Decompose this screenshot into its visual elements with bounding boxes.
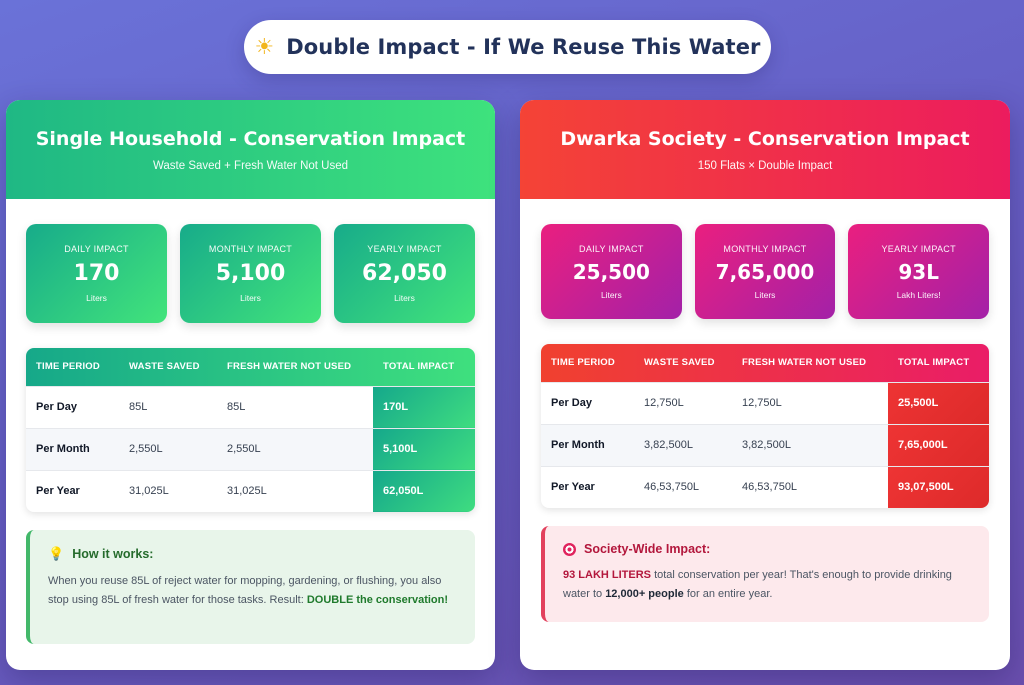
stat-value: 25,500	[572, 259, 650, 284]
cell-waste-saved: 46,53,750L	[634, 465, 732, 508]
society-impact-table: TIME PERIOD WASTE SAVED FRESH WATER NOT …	[541, 344, 989, 508]
note-title: Society-Wide Impact:	[584, 542, 711, 556]
table-row: Per Day 85L 85L 170L	[26, 385, 475, 428]
stat-unit: Lakh Liters!	[896, 289, 941, 300]
column-header: FRESH WATER NOT USED	[227, 361, 352, 373]
column-header: TOTAL IMPACT	[898, 357, 970, 369]
table-row: Per Year 31,025L 31,025L 62,050L	[26, 469, 475, 512]
society-wide-impact-note: Society-Wide Impact: 93 LAKH LITERS tota…	[541, 526, 989, 622]
table-header-row: TIME PERIOD WASTE SAVED FRESH WATER NOT …	[541, 344, 989, 382]
household-stat-monthly: MONTHLY IMPACT 5,100 Liters	[180, 224, 321, 323]
household-stat-daily: DAILY IMPACT 170 Liters	[26, 224, 167, 323]
column-header: TIME PERIOD	[551, 357, 615, 369]
society-stat-daily: DAILY IMPACT 25,500 Liters	[541, 224, 682, 319]
table-row: Per Day 12,750L 12,750L 25,500L	[541, 381, 989, 424]
cell-period: Per Day	[541, 381, 634, 424]
cell-fresh-water: 46,53,750L	[732, 465, 888, 508]
stat-label: YEARLY IMPACT	[367, 244, 442, 254]
household-impact-table: TIME PERIOD WASTE SAVED FRESH WATER NOT …	[26, 348, 475, 512]
note-body: When you reuse 85L of reject water for m…	[48, 572, 459, 610]
cell-waste-saved: 2,550L	[119, 427, 217, 470]
how-it-works-note: 💡 How it works: When you reuse 85L of re…	[26, 530, 475, 644]
cell-waste-saved: 85L	[119, 385, 217, 428]
cell-waste-saved: 3,82,500L	[634, 423, 732, 466]
table-row: Per Month 3,82,500L 3,82,500L 7,65,000L	[541, 423, 989, 466]
society-stat-yearly: YEARLY IMPACT 93L Lakh Liters!	[848, 224, 990, 319]
stat-value: 62,050	[362, 261, 447, 286]
note-heading: Society-Wide Impact:	[563, 542, 973, 556]
cell-fresh-water: 2,550L	[217, 427, 373, 470]
cell-waste-saved: 12,750L	[634, 381, 732, 424]
society-stat-monthly: MONTHLY IMPACT 7,65,000 Liters	[694, 224, 836, 319]
stat-value: 93L	[898, 259, 939, 284]
household-stats: DAILY IMPACT 170 Liters MONTHLY IMPACT 5…	[26, 224, 475, 323]
cell-fresh-water: 3,82,500L	[732, 423, 888, 466]
page-title: Double Impact - If We Reuse This Water	[286, 35, 761, 59]
cell-total-impact: 93,07,500L	[888, 465, 989, 508]
note-highlight-people: 12,000+ people	[605, 588, 684, 600]
note-text-end: for an entire year.	[683, 588, 773, 600]
society-card: Dwarka Society - Conservation Impact 150…	[520, 100, 1010, 670]
column-header: TIME PERIOD	[36, 361, 100, 373]
stat-unit: Liters	[600, 289, 622, 300]
cell-fresh-water: 31,025L	[217, 469, 373, 512]
household-stat-yearly: YEARLY IMPACT 62,050 Liters	[334, 224, 475, 323]
stat-label: MONTHLY IMPACT	[723, 243, 807, 254]
note-highlight-liters: 93 LAKH LITERS	[563, 569, 652, 581]
cell-total-impact: 7,65,000L	[888, 423, 989, 466]
cell-period: Per Month	[541, 423, 634, 466]
society-card-subtitle: 150 Flats × Double Impact	[697, 159, 833, 172]
stat-label: MONTHLY IMPACT	[208, 244, 293, 254]
cell-fresh-water: 85L	[217, 385, 373, 428]
column-header: TOTAL IMPACT	[383, 361, 455, 373]
society-card-title: Dwarka Society - Conservation Impact	[560, 127, 970, 150]
column-header: FRESH WATER NOT USED	[742, 357, 867, 369]
cell-total-impact: 170L	[373, 385, 475, 428]
stat-unit: Liters	[86, 293, 107, 303]
household-card-title: Single Household - Conservation Impact	[35, 127, 466, 150]
household-card-header: Single Household - Conservation Impact W…	[6, 100, 495, 199]
cell-total-impact: 62,050L	[373, 469, 475, 512]
cell-period: Per Year	[26, 469, 119, 512]
cell-total-impact: 25,500L	[888, 381, 989, 424]
cell-period: Per Year	[541, 465, 634, 508]
stat-unit: Liters	[394, 293, 415, 303]
note-body: 93 LAKH LITERS total conservation per ye…	[563, 566, 973, 604]
society-stats: DAILY IMPACT 25,500 Liters MONTHLY IMPAC…	[541, 224, 990, 319]
note-title: How it works:	[72, 547, 154, 561]
stat-label: DAILY IMPACT	[579, 243, 644, 254]
stat-value: 7,65,000	[715, 259, 815, 284]
cell-waste-saved: 31,025L	[119, 469, 217, 512]
household-card: Single Household - Conservation Impact W…	[6, 100, 495, 670]
table-row: Per Month 2,550L 2,550L 5,100L	[26, 427, 475, 470]
column-header: WASTE SAVED	[644, 357, 715, 369]
stat-label: DAILY IMPACT	[64, 244, 129, 254]
stat-value: 170	[73, 261, 120, 286]
stat-value: 5,100	[215, 261, 286, 286]
note-heading: 💡 How it works:	[48, 546, 459, 562]
note-highlight: DOUBLE the conservation!	[306, 594, 449, 606]
page-title-banner: ☀ Double Impact - If We Reuse This Water	[244, 20, 771, 74]
household-card-subtitle: Waste Saved + Fresh Water Not Used	[152, 159, 349, 172]
cell-total-impact: 5,100L	[373, 427, 475, 470]
cell-period: Per Day	[26, 385, 119, 428]
column-header: WASTE SAVED	[129, 361, 200, 373]
note-text: total conservation per year! That's enou…	[563, 569, 952, 600]
sun-icon: ☀	[254, 34, 275, 59]
note-text: When you reuse 85L of reject water for m…	[48, 575, 442, 606]
stat-label: YEARLY IMPACT	[881, 243, 956, 254]
stat-unit: Liters	[240, 293, 261, 303]
cell-period: Per Month	[26, 427, 119, 470]
cell-fresh-water: 12,750L	[732, 381, 888, 424]
table-row: Per Year 46,53,750L 46,53,750L 93,07,500…	[541, 465, 989, 508]
stat-unit: Liters	[754, 289, 776, 300]
society-card-header: Dwarka Society - Conservation Impact 150…	[520, 100, 1010, 199]
table-header-row: TIME PERIOD WASTE SAVED FRESH WATER NOT …	[26, 348, 475, 386]
lightbulb-icon: 💡	[48, 546, 65, 561]
target-icon	[563, 542, 576, 556]
